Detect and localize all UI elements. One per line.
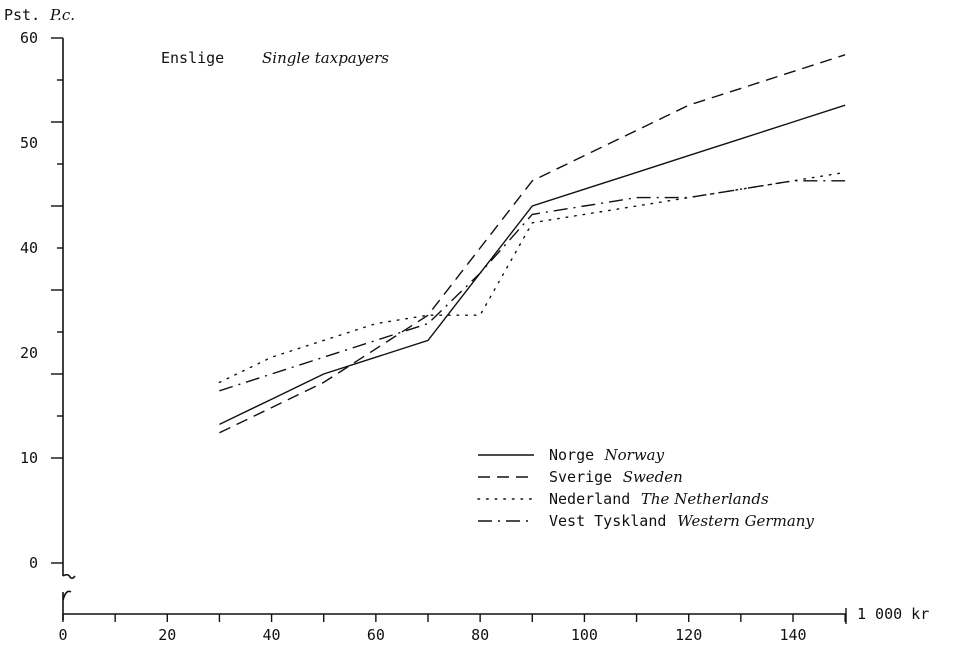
x-tick-label: 40 [263,626,281,644]
y-tick-label: 20 [20,344,38,362]
y-tick-label: 40 [20,239,38,257]
series-lines [218,54,846,434]
legend-label: Vest Tyskland [549,512,666,530]
series-line-2 [218,171,846,384]
axis-break-mark-lower [62,590,72,601]
x-tick-label: 140 [779,626,806,644]
series-line-0 [219,104,846,426]
legend: Norge Norway Sverige Sweden Nederland The Net… [477,446,814,530]
axis-break-mark-upper [62,573,76,580]
legend-label-en: Sweden [623,468,683,486]
y-tick-label: 10 [20,449,38,467]
y-tick-label: 0 [29,554,38,572]
chart-annotation-en: Single taxpayers [262,49,389,67]
series-line-3 [219,180,846,392]
y-tick-label: 60 [20,29,38,47]
y-unit-label-en: P.c. [49,6,75,24]
x-tick-label: 20 [158,626,176,644]
series-line-1 [219,54,846,434]
x-ticks: 0 20 40 60 80 100 120 140 [58,614,846,644]
y-tick-label: 50 [20,134,38,152]
x-tick-label: 80 [471,626,489,644]
x-tick-label: 60 [367,626,385,644]
legend-label: Nederland [549,490,630,508]
legend-label: Sverige [549,468,612,486]
legend-label: Norge [549,446,594,464]
x-tick-label: 120 [675,626,702,644]
x-tick-label: 0 [58,626,67,644]
y-unit-label: Pst. [4,6,40,24]
chart-annotation: Enslige [161,49,224,67]
legend-label-en: The Netherlands [641,490,769,508]
legend-label-en: Western Germany [677,512,814,530]
y-ticks: 0 10 20 40 50 60 [20,29,63,572]
x-tick-label: 100 [571,626,598,644]
legend-label-en: Norway [604,446,665,464]
x-unit-label: 1 000 kr [857,605,929,623]
